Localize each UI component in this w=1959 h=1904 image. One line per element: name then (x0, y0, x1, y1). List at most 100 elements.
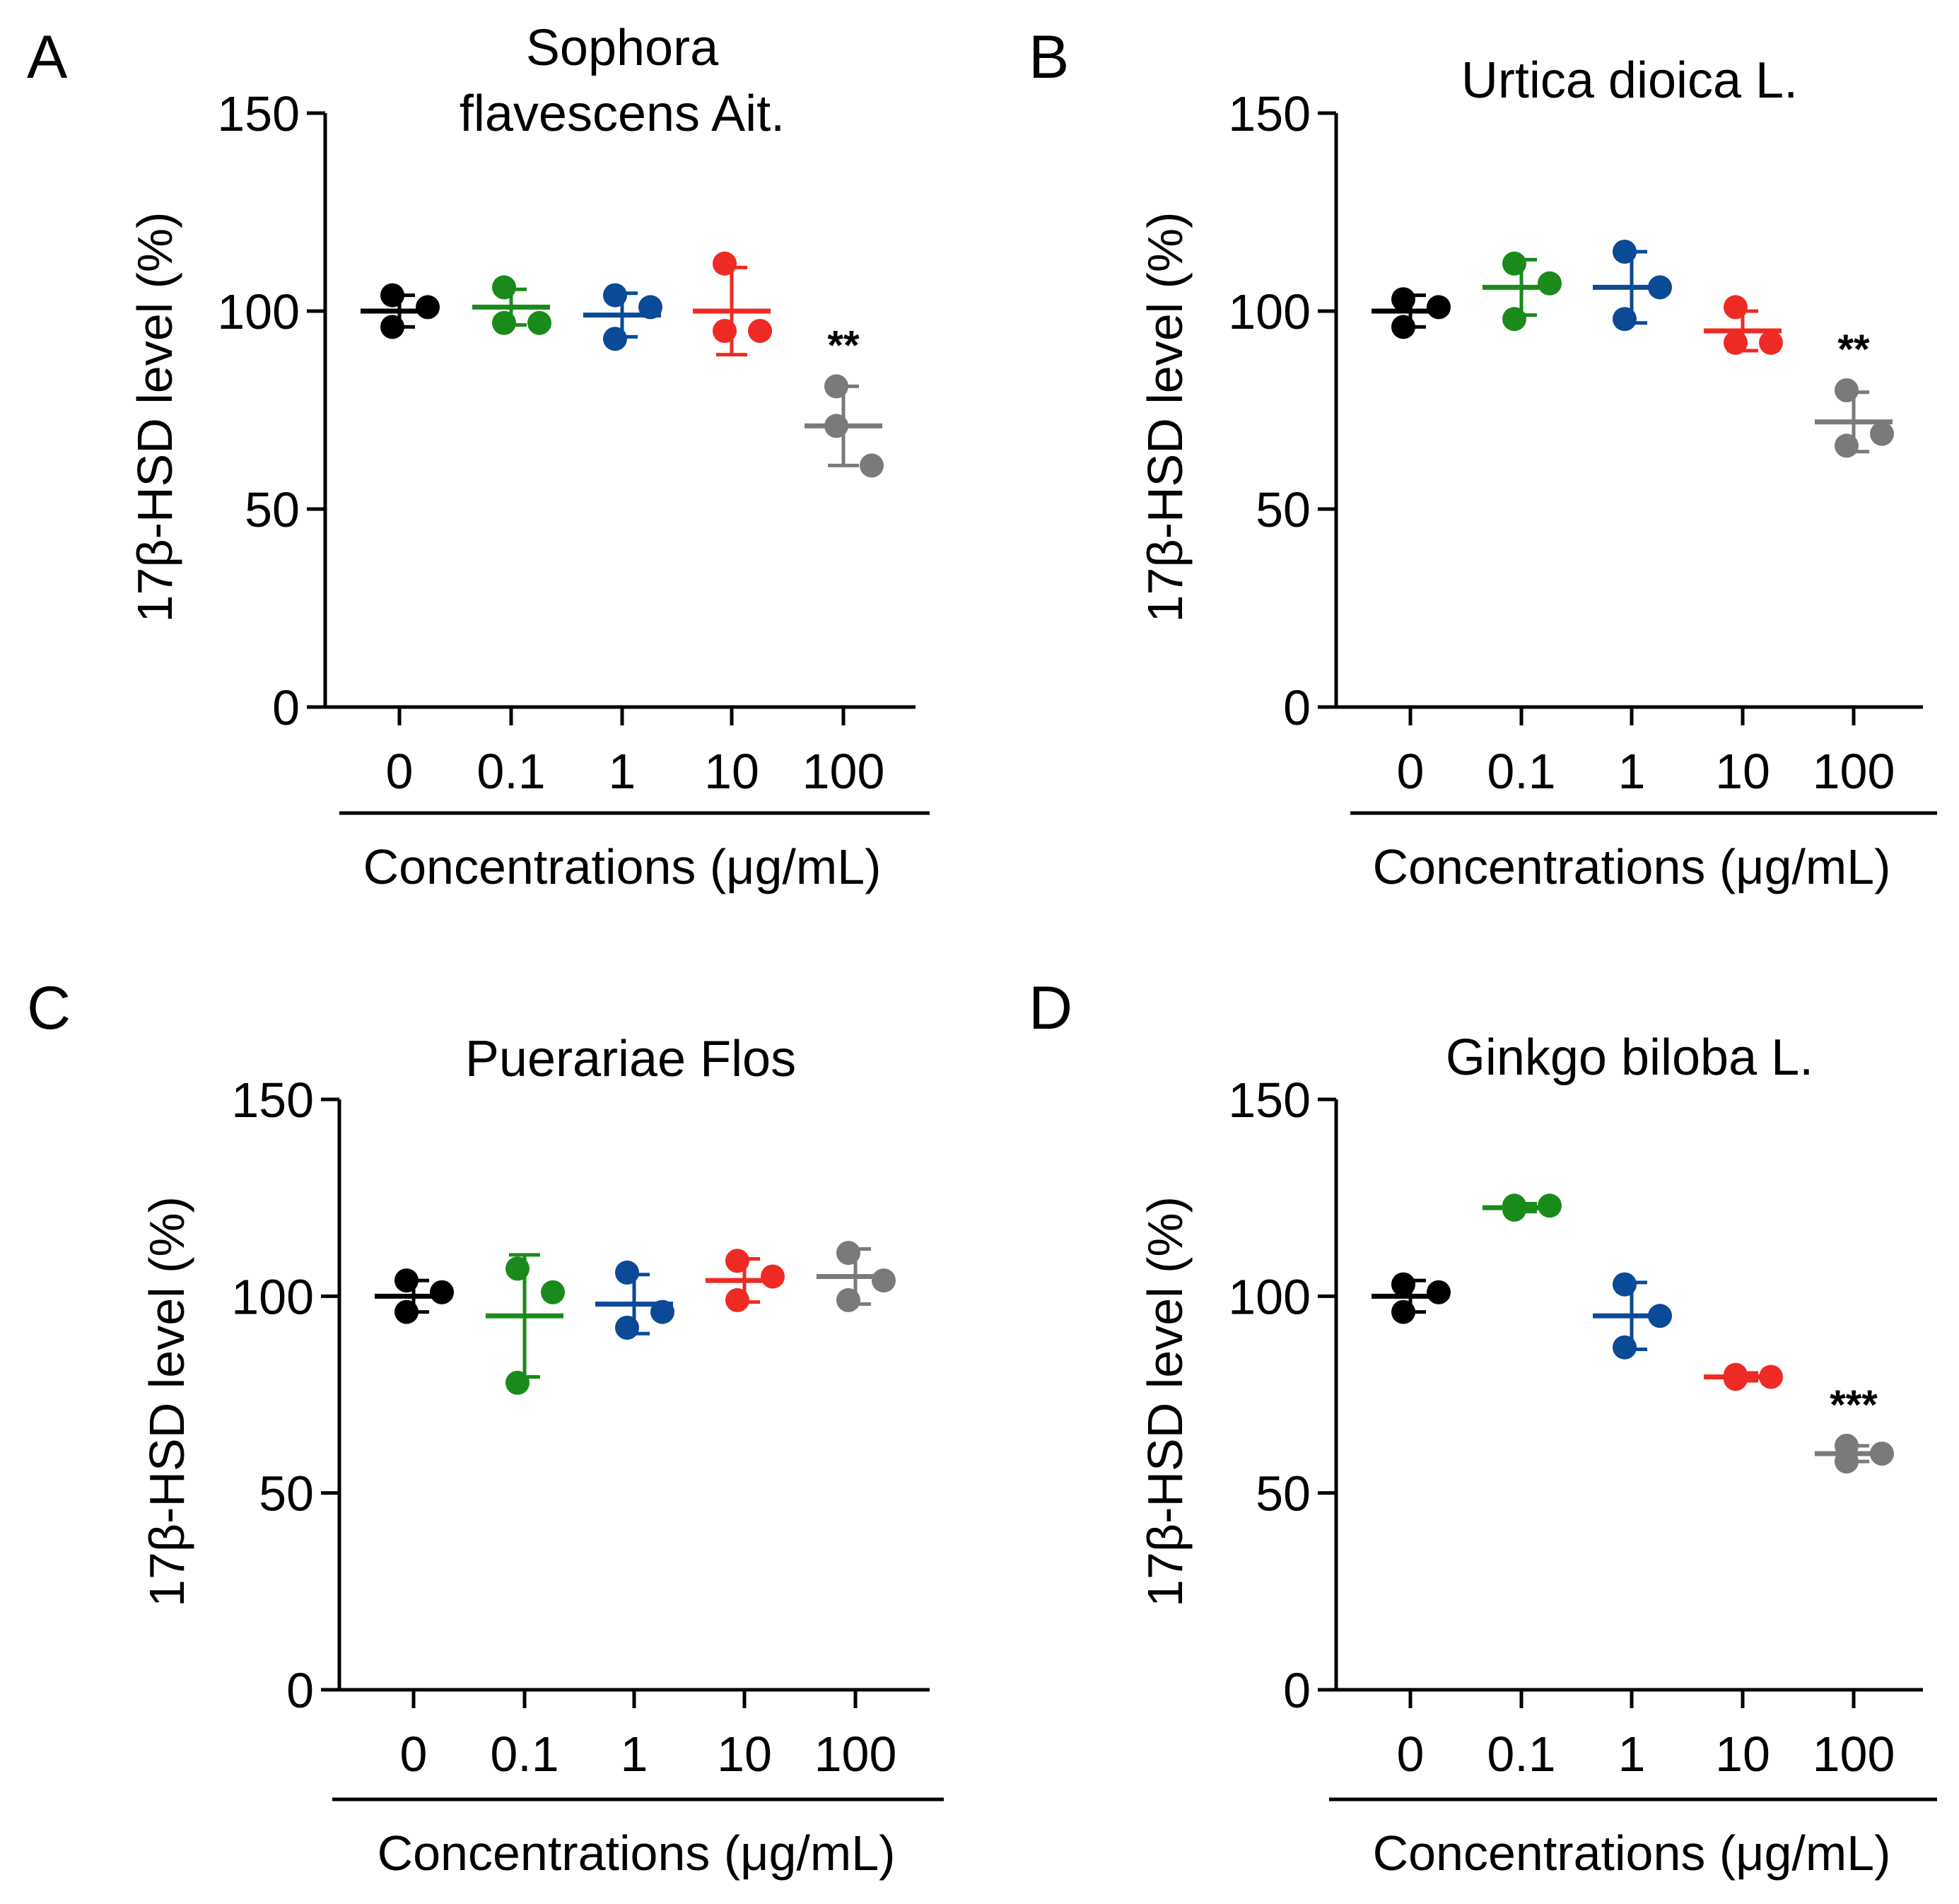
data-point (1835, 433, 1859, 458)
data-point (1724, 295, 1748, 320)
y-tick-label: 150 (1228, 86, 1311, 141)
data-point (713, 251, 737, 276)
data-point (1427, 295, 1451, 320)
chart-title: Urtica dioica L. (1461, 52, 1798, 109)
data-point (836, 1287, 860, 1312)
y-tick-label: 100 (1228, 1269, 1311, 1324)
group-0.1 (1483, 1193, 1562, 1222)
data-point (430, 1280, 454, 1304)
panel-letter: C (27, 974, 71, 1042)
x-tick-label: 0 (1397, 1727, 1425, 1782)
data-point (761, 1264, 785, 1289)
data-point (603, 283, 627, 308)
group-0 (361, 283, 440, 339)
data-point (836, 1241, 860, 1266)
data-point (1391, 287, 1415, 312)
y-tick-label: 100 (1228, 284, 1311, 339)
data-point (1870, 1442, 1894, 1466)
group-0.1 (472, 275, 551, 335)
data-point (1538, 1193, 1562, 1218)
data-point (603, 327, 627, 351)
data-point (1613, 1272, 1637, 1297)
data-point (505, 1256, 530, 1281)
group-1 (1593, 1272, 1672, 1360)
data-point (615, 1260, 639, 1285)
group-100: ** (805, 322, 884, 478)
x-tick-label: 100 (1813, 744, 1895, 799)
y-tick-label: 100 (231, 1269, 314, 1324)
y-axis-label: 17β-HSD level (%) (1138, 212, 1193, 623)
data-point (492, 275, 516, 300)
panel-letter: D (1029, 974, 1072, 1042)
group-1 (1593, 240, 1672, 332)
group-10 (706, 1249, 785, 1312)
data-point (638, 295, 662, 320)
x-tick-label: 100 (802, 744, 885, 799)
data-point (748, 319, 772, 343)
x-tick-label: 0.1 (476, 744, 545, 799)
y-tick-label: 150 (231, 1073, 314, 1128)
data-point (505, 1370, 530, 1395)
x-tick-label: 10 (704, 744, 759, 799)
x-axis-label: Concentrations (μg/mL) (1373, 839, 1891, 894)
x-tick-label: 10 (1715, 744, 1770, 799)
y-axis-label: 17β-HSD level (%) (127, 212, 182, 623)
data-point (615, 1315, 639, 1340)
data-point (1835, 378, 1859, 402)
data-point (824, 414, 848, 438)
data-point (713, 319, 737, 343)
y-tick-label: 150 (217, 86, 300, 141)
group-100: ** (1815, 327, 1894, 458)
data-point (416, 295, 440, 320)
y-tick-label: 50 (1256, 1466, 1311, 1522)
significance-label: *** (1830, 1382, 1878, 1428)
data-point (860, 453, 884, 478)
x-tick-label: 1 (1618, 1727, 1646, 1782)
y-tick-label: 50 (245, 482, 300, 537)
data-point (1502, 251, 1526, 276)
chart-title: Sophora (526, 20, 719, 76)
data-point (1427, 1280, 1451, 1304)
x-tick-label: 10 (1715, 1727, 1770, 1782)
data-point (1835, 1449, 1859, 1474)
group-0 (375, 1268, 454, 1324)
x-tick-label: 1 (621, 1727, 648, 1782)
group-10 (1704, 295, 1783, 355)
data-point (824, 374, 848, 399)
y-tick-label: 50 (259, 1466, 314, 1522)
data-point (527, 310, 551, 335)
data-point (1391, 315, 1415, 339)
y-tick-label: 50 (1256, 482, 1311, 537)
group-0.1 (1483, 251, 1562, 332)
x-tick-label: 0 (386, 744, 414, 799)
group-0.1 (486, 1253, 565, 1395)
data-point (725, 1249, 749, 1273)
data-point (1502, 307, 1526, 332)
x-tick-label: 0 (400, 1727, 428, 1782)
data-point (1648, 275, 1672, 300)
x-axis-label: Concentrations (μg/mL) (1373, 1826, 1891, 1881)
data-point (394, 1268, 419, 1293)
group-100 (817, 1241, 896, 1312)
x-tick-label: 100 (1813, 1727, 1895, 1782)
x-tick-label: 10 (717, 1727, 772, 1782)
data-point (1648, 1304, 1672, 1328)
y-tick-label: 0 (1283, 1663, 1311, 1718)
x-tick-label: 0.1 (1487, 744, 1555, 799)
y-tick-label: 0 (286, 1663, 314, 1718)
data-point (1759, 1365, 1783, 1389)
x-tick-label: 1 (1618, 744, 1646, 799)
data-point (1613, 1335, 1637, 1360)
x-axis-label: Concentrations (μg/mL) (363, 839, 882, 894)
x-axis-label: Concentrations (μg/mL) (378, 1826, 896, 1881)
significance-label: ** (1837, 327, 1870, 373)
group-1 (595, 1260, 674, 1340)
group-0 (1372, 1272, 1451, 1324)
data-point (1502, 1197, 1526, 1222)
chart-title: Puerariae Flos (465, 1031, 796, 1087)
